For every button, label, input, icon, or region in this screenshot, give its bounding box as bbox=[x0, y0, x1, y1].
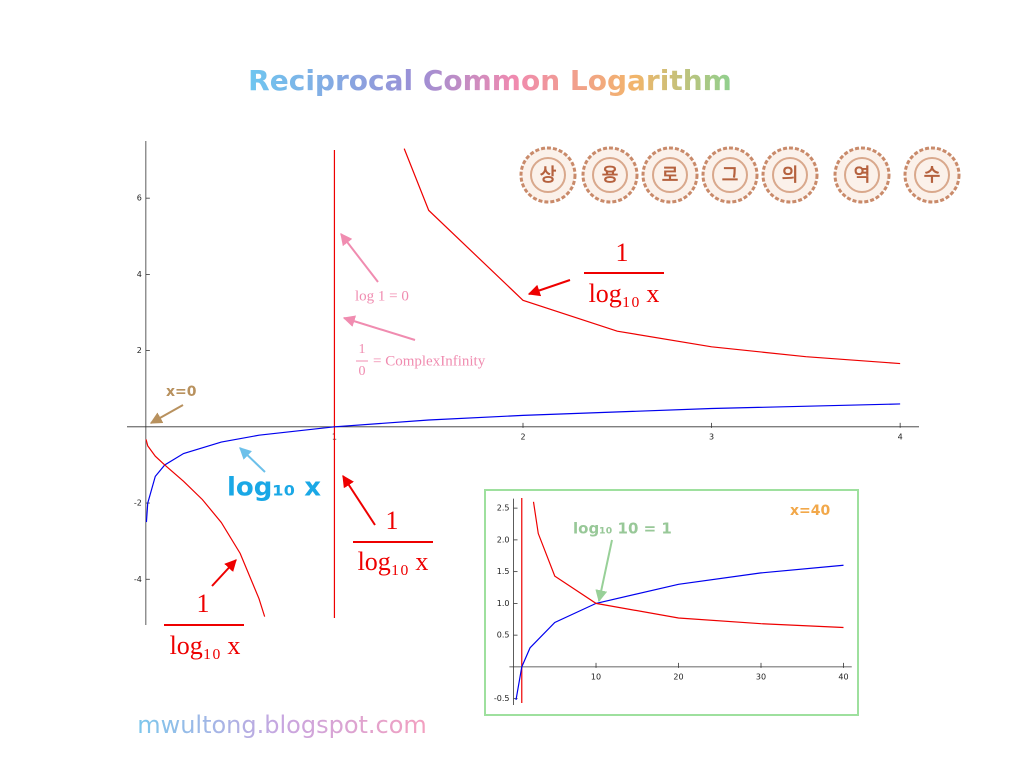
seal-char: 상 bbox=[540, 165, 557, 186]
title: Reciprocal Common Logarithm bbox=[248, 64, 732, 97]
annotation: 0 bbox=[359, 364, 366, 379]
y-tick-label: 1.0 bbox=[497, 599, 510, 608]
x-tick-label: 2 bbox=[520, 432, 525, 441]
x-tick-label: 3 bbox=[709, 432, 714, 441]
seal-ring bbox=[581, 146, 639, 204]
annotation: x=40 bbox=[790, 503, 831, 519]
arrow bbox=[527, 279, 571, 297]
seal-inner bbox=[914, 157, 950, 193]
seal-ring bbox=[833, 146, 891, 204]
annotation: log 1 = 0 bbox=[355, 288, 409, 304]
annotation: log₁₀ 10 = 1 bbox=[573, 520, 672, 538]
seal-inner bbox=[530, 157, 566, 193]
y-tick-label: 6 bbox=[137, 194, 142, 203]
y-tick-label: -4 bbox=[134, 575, 142, 584]
seal-ring bbox=[701, 146, 759, 204]
x-tick-label: 20 bbox=[673, 672, 683, 681]
arrow bbox=[211, 559, 237, 587]
x-tick-label: 10 bbox=[591, 672, 601, 681]
fraction-den: log₁₀ x bbox=[589, 279, 660, 308]
arrow bbox=[340, 233, 379, 283]
seal-char: 용 bbox=[602, 165, 619, 186]
seal-inner bbox=[772, 157, 808, 193]
seal-char: 의 bbox=[782, 165, 799, 186]
x-tick-label: 4 bbox=[898, 432, 903, 441]
arrow bbox=[595, 539, 613, 603]
y-tick-label: 0.5 bbox=[497, 631, 510, 640]
seal-ring bbox=[519, 146, 577, 204]
seal-char: 역 bbox=[854, 165, 871, 186]
y-tick-label: 4 bbox=[137, 270, 142, 279]
y-tick-label: -2 bbox=[134, 499, 142, 508]
x-tick-label: 40 bbox=[838, 672, 848, 681]
seal-ring bbox=[903, 146, 961, 204]
annotation: = ComplexInfinity bbox=[373, 353, 486, 369]
seal-ring bbox=[761, 146, 819, 204]
fraction-den: log₁₀ x bbox=[358, 547, 429, 576]
arrow bbox=[342, 474, 376, 526]
fraction-num: 1 bbox=[197, 589, 210, 618]
y-tick-label: 2 bbox=[137, 346, 142, 355]
y-tick-label: 2.0 bbox=[497, 535, 510, 544]
seal-inner bbox=[652, 157, 688, 193]
annotation: 1 bbox=[359, 342, 366, 357]
curve bbox=[145, 403, 901, 523]
seal-ring bbox=[641, 146, 699, 204]
arrow bbox=[239, 447, 266, 473]
annotation: log₁₀ x bbox=[227, 473, 321, 503]
curve bbox=[532, 501, 844, 629]
curve bbox=[145, 148, 901, 617]
fraction-num: 1 bbox=[386, 506, 399, 535]
y-tick-label: 1.5 bbox=[497, 567, 510, 576]
y-tick-label: -0.5 bbox=[494, 694, 510, 703]
y-tick-label: 2.5 bbox=[497, 504, 510, 513]
fraction-num: 1 bbox=[616, 238, 629, 267]
arrow bbox=[149, 404, 184, 424]
seal-inner bbox=[592, 157, 628, 193]
fraction-den: log₁₀ x bbox=[170, 631, 241, 660]
arrow bbox=[342, 315, 416, 341]
seal-char: 수 bbox=[924, 165, 941, 186]
inset-frame bbox=[484, 489, 859, 716]
seal-inner bbox=[712, 157, 748, 193]
seal-inner bbox=[844, 157, 880, 193]
x-tick-label: 30 bbox=[756, 672, 766, 681]
annotation: x=0 bbox=[166, 384, 197, 400]
seal-char: 로 bbox=[662, 165, 679, 186]
curve bbox=[515, 564, 844, 701]
footer: mwultong.blogspot.com bbox=[137, 711, 427, 739]
seal-char: 그 bbox=[722, 165, 739, 186]
